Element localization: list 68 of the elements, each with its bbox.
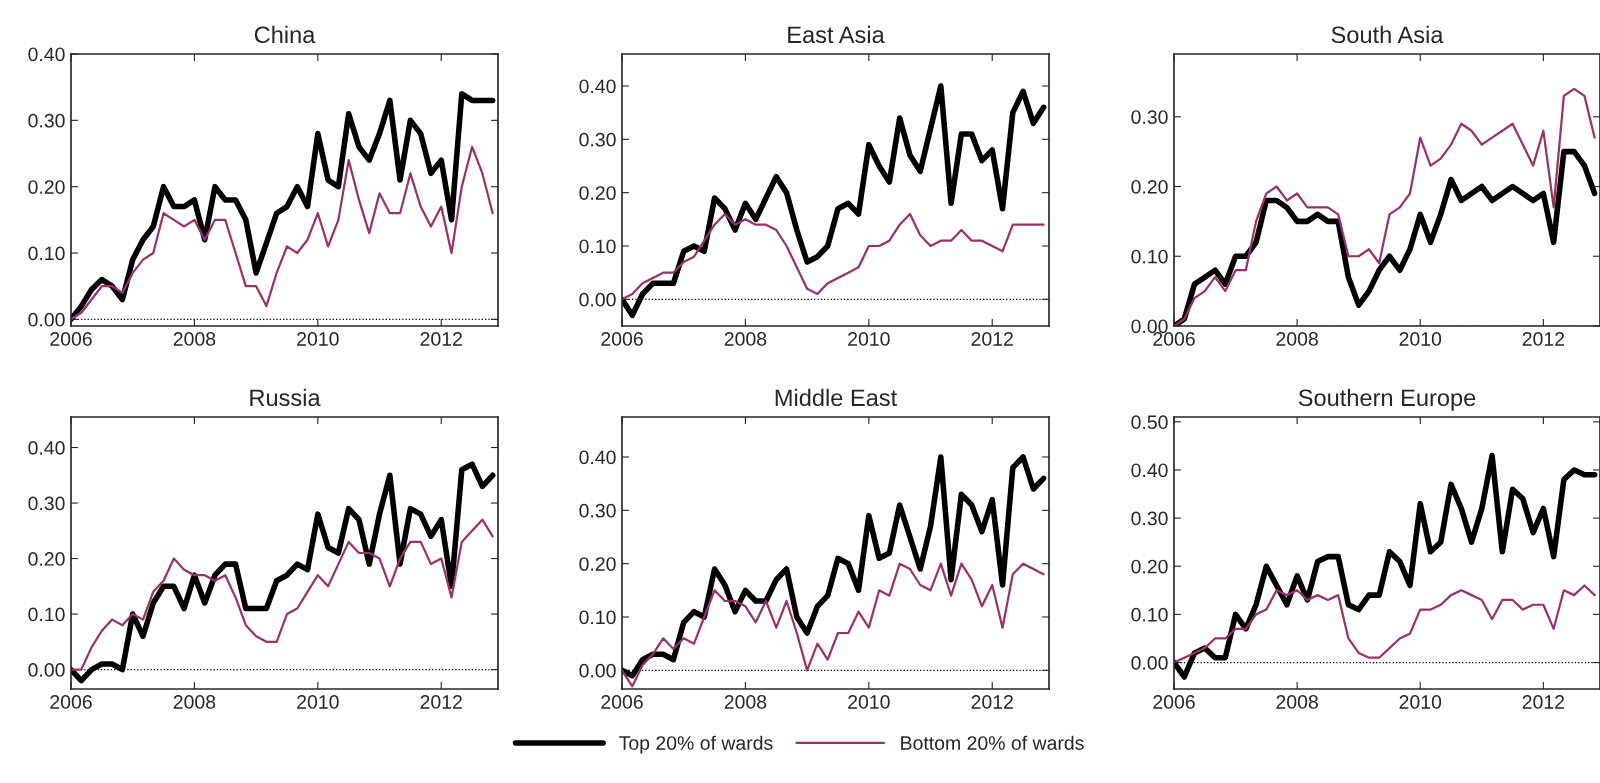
y-tick-label: 0.50 xyxy=(1131,415,1168,430)
y-tick-label: 0.00 xyxy=(1131,319,1168,334)
chart-title: Russia xyxy=(250,388,321,407)
line-series xyxy=(71,518,494,671)
y-tick-label: 0.30 xyxy=(579,132,616,147)
x-tick-label: 2010 xyxy=(297,695,339,709)
x-tick-label: 2008 xyxy=(173,695,216,709)
y-tick-label: 0.40 xyxy=(579,79,616,94)
y-tick-label: 0.20 xyxy=(579,557,616,571)
x-tick-label: 2012 xyxy=(420,332,462,346)
y-tick-label: 0.30 xyxy=(28,496,65,511)
line-series xyxy=(71,145,494,321)
chart-title: Middle East xyxy=(775,388,898,407)
y-tick-label: 0.20 xyxy=(1131,179,1168,194)
x-tick-label: 2010 xyxy=(1399,695,1442,709)
line-series xyxy=(1174,87,1596,326)
x-tick-label: 2008 xyxy=(724,695,767,709)
x-tick-label: 2006 xyxy=(50,332,92,346)
chart-title: South Asia xyxy=(1331,25,1444,44)
y-tick-label: 0.30 xyxy=(1131,110,1168,125)
x-tick-label: 2008 xyxy=(724,332,767,346)
x-tick-label: 2012 xyxy=(1522,332,1565,346)
y-tick-label: 0.30 xyxy=(28,113,65,128)
y-tick-label: 0.40 xyxy=(1131,463,1168,478)
y-tick-label: 0.40 xyxy=(28,441,65,455)
y-tick-label: 0.10 xyxy=(579,610,616,625)
x-tick-label: 2010 xyxy=(848,332,890,346)
x-tick-label: 2006 xyxy=(1153,332,1195,346)
x-tick-label: 2012 xyxy=(971,332,1013,346)
y-tick-label: 0.40 xyxy=(579,450,616,465)
y-tick-label: 0.10 xyxy=(1131,607,1168,622)
y-tick-label: 0.00 xyxy=(1131,655,1168,670)
y-tick-label: 0.10 xyxy=(579,239,616,254)
y-tick-label: 0.10 xyxy=(28,607,65,622)
y-tick-label: 0.10 xyxy=(28,246,65,261)
y-tick-label: 0.10 xyxy=(1131,249,1168,264)
y-tick-label: 0.40 xyxy=(28,47,65,62)
y-tick-label: 0.30 xyxy=(1131,511,1168,526)
legend-label: Bottom 20% of wards xyxy=(901,735,1084,750)
y-tick-label: 0.20 xyxy=(28,180,65,194)
x-tick-label: 2008 xyxy=(1276,695,1318,709)
chart-title: East Asia xyxy=(788,25,885,44)
x-tick-label: 2012 xyxy=(971,695,1013,709)
chart-title: China xyxy=(254,25,316,44)
x-tick-label: 2006 xyxy=(50,695,92,709)
y-tick-label: 0.20 xyxy=(1131,559,1168,574)
line-series xyxy=(622,212,1045,301)
x-tick-label: 2010 xyxy=(848,695,890,709)
y-tick-label: 0.00 xyxy=(28,312,65,327)
x-tick-label: 2008 xyxy=(1276,332,1318,346)
x-tick-label: 2006 xyxy=(601,695,643,709)
y-tick-label: 0.30 xyxy=(579,503,616,518)
x-tick-label: 2010 xyxy=(1399,332,1442,346)
y-tick-label: 0.20 xyxy=(579,186,616,200)
x-tick-label: 2012 xyxy=(1522,695,1565,709)
y-tick-label: 0.00 xyxy=(28,663,65,677)
y-tick-label: 0.20 xyxy=(28,552,65,566)
chart-title: Southern Europe xyxy=(1298,388,1476,411)
x-tick-label: 2008 xyxy=(173,332,216,346)
x-tick-label: 2006 xyxy=(1153,695,1195,709)
y-tick-label: 0.00 xyxy=(579,663,616,678)
x-tick-label: 2010 xyxy=(297,332,339,346)
line-series xyxy=(622,562,1045,688)
line-series xyxy=(1174,584,1596,664)
x-tick-label: 2006 xyxy=(601,332,643,346)
legend-label: Top 20% of wards xyxy=(619,735,773,754)
x-tick-label: 2012 xyxy=(420,695,462,709)
y-tick-label: 0.00 xyxy=(579,292,616,307)
